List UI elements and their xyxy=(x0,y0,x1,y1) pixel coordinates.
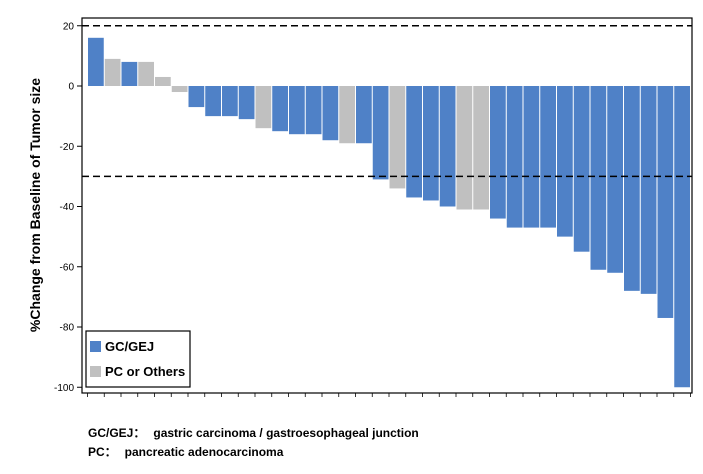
y-tick-label: -40 xyxy=(60,202,75,213)
footnote-pc: PC： pancreatic adenocarcinoma xyxy=(88,443,283,460)
footnote-key: GC/GEJ： xyxy=(88,426,146,440)
bar xyxy=(305,86,322,135)
legend: GC/GEJ PC or Others xyxy=(85,330,191,388)
bar xyxy=(238,86,255,120)
bar xyxy=(423,86,439,201)
bar xyxy=(473,86,489,210)
y-tick-label: -80 xyxy=(60,323,75,334)
axes: 20 0 -20 -40 -60 -80 -100 xyxy=(54,17,693,397)
y-tick-label: 20 xyxy=(63,21,75,32)
bar xyxy=(255,86,272,129)
legend-label-gc-gej: GC/GEJ xyxy=(105,339,154,354)
y-tick-label: -60 xyxy=(60,262,75,273)
bar xyxy=(121,61,138,86)
bar xyxy=(640,86,657,294)
bar xyxy=(272,86,288,132)
bar xyxy=(322,86,339,141)
footnote-key: PC： xyxy=(88,445,117,459)
bar xyxy=(674,86,690,388)
bar xyxy=(506,86,523,228)
bar xyxy=(339,86,355,144)
bar xyxy=(155,76,171,86)
legend-label-pc-others: PC or Others xyxy=(105,364,185,379)
y-tick-label: -100 xyxy=(54,383,74,394)
legend-swatch-pc-others xyxy=(90,366,101,377)
reference-lines xyxy=(82,24,692,178)
bar xyxy=(389,86,406,189)
bar xyxy=(171,86,188,93)
bar xyxy=(439,86,456,207)
bar xyxy=(490,86,506,219)
bar xyxy=(356,86,372,144)
bar xyxy=(573,86,590,252)
footnote-text: gastric carcinoma / gastroesophageal jun… xyxy=(153,426,419,440)
y-axis-label: %Change from Baseline of Tumor size xyxy=(27,78,43,332)
bar xyxy=(222,86,238,117)
bar xyxy=(540,86,556,228)
footnote-gc-gej: GC/GEJ： gastric carcinoma / gastroesophag… xyxy=(88,424,419,441)
y-tick-label: 0 xyxy=(68,82,74,93)
bar xyxy=(205,86,221,117)
bars-layer xyxy=(88,37,690,388)
bar xyxy=(456,86,473,210)
bar xyxy=(557,86,573,237)
bar xyxy=(624,86,640,291)
plot-frame xyxy=(81,17,693,394)
bar xyxy=(138,61,154,86)
legend-box xyxy=(85,330,191,388)
bar xyxy=(607,86,623,273)
bar xyxy=(88,37,104,86)
footnote-text: pancreatic adenocarcinoma xyxy=(124,445,284,459)
y-tick-label: -20 xyxy=(60,142,75,153)
bar xyxy=(104,58,121,86)
bar xyxy=(188,86,205,108)
bar xyxy=(523,86,540,228)
bar xyxy=(406,86,422,198)
bar xyxy=(372,86,389,180)
bar xyxy=(289,86,305,135)
waterfall-chart: 20 0 -20 -40 -60 -80 -100 %Change from Baselin… xyxy=(27,17,693,397)
legend-swatch-gc-gej xyxy=(90,341,101,352)
bar xyxy=(657,86,674,318)
bar xyxy=(590,86,607,270)
